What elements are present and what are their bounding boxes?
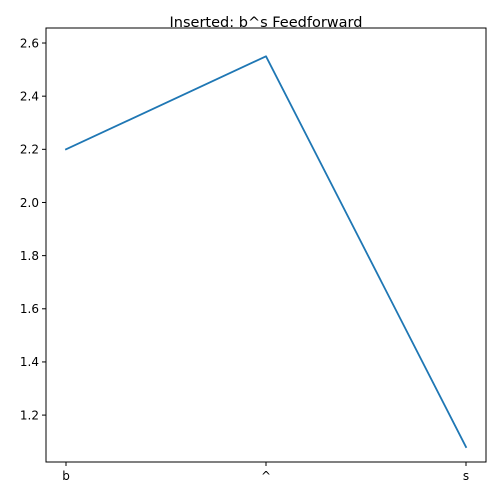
y-tick-label: 1.4 <box>20 355 39 369</box>
y-axis: 1.2 1.4 1.6 1.8 2.0 2.2 2.4 2.6 <box>20 36 46 422</box>
x-tick-label: s <box>463 469 469 483</box>
chart-title: Inserted: b^s Feedforward <box>170 15 363 31</box>
y-tick-label: 1.6 <box>20 302 39 316</box>
y-tick-label: 2.6 <box>20 36 39 50</box>
y-tick-label: 2.2 <box>20 143 39 157</box>
y-tick-label: 2.0 <box>20 196 39 210</box>
x-axis: b ^ s <box>62 462 469 483</box>
x-tick-label: ^ <box>261 469 271 483</box>
y-tick-label: 1.8 <box>20 249 39 263</box>
y-tick-label: 2.4 <box>20 89 39 103</box>
x-tick-label: b <box>62 469 70 483</box>
plot-frame <box>45 27 487 463</box>
series-line <box>64 55 468 449</box>
y-tick-label: 1.2 <box>20 408 39 422</box>
series-layer <box>64 55 468 449</box>
